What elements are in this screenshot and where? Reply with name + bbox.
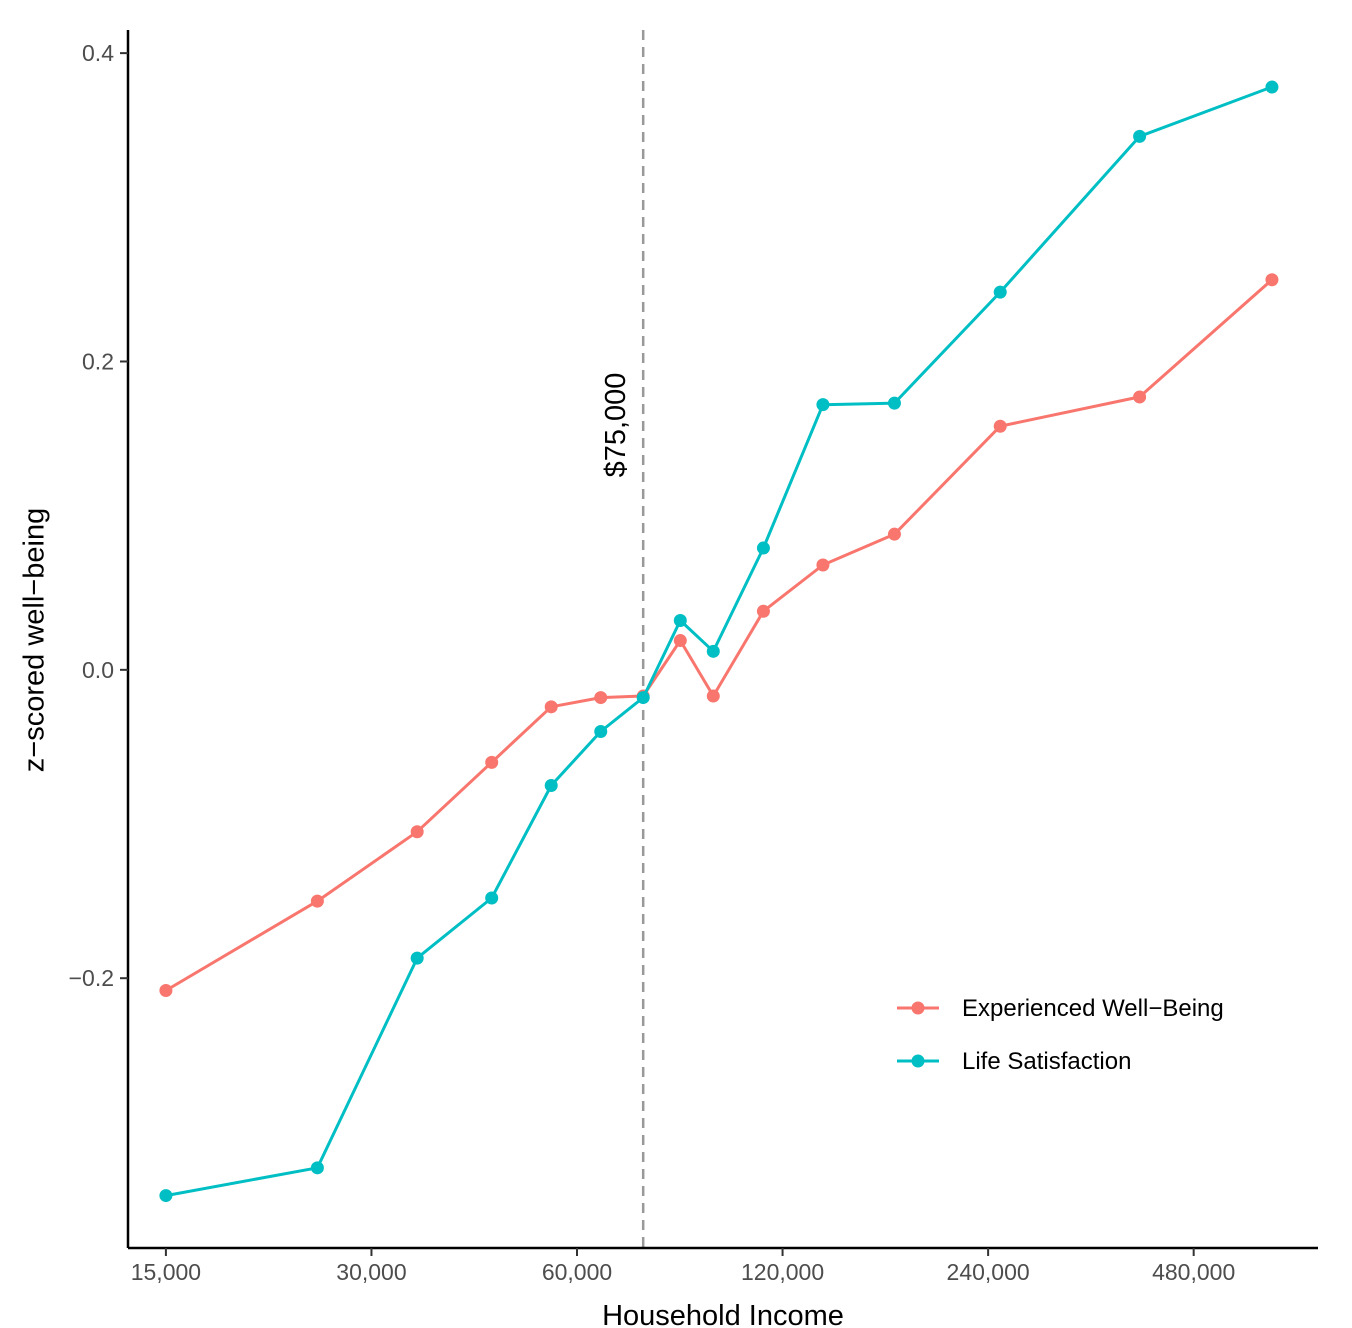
data-point-experienced-well-being bbox=[159, 984, 173, 998]
y-tick-label: 0.4 bbox=[82, 40, 114, 66]
legend: Experienced Well−Being Life Satisfaction bbox=[897, 995, 1224, 1075]
legend-label: Life Satisfaction bbox=[962, 1048, 1131, 1075]
data-point-life-satisfaction bbox=[410, 951, 424, 965]
y-tick-label: −0.2 bbox=[69, 965, 114, 991]
series-life-satisfaction bbox=[159, 80, 1279, 1203]
data-point-experienced-well-being bbox=[673, 634, 687, 648]
x-tick-label: 15,000 bbox=[131, 1259, 201, 1285]
data-point-life-satisfaction bbox=[594, 725, 608, 739]
data-point-experienced-well-being bbox=[594, 691, 608, 705]
reference-line-label: $75,000 bbox=[600, 373, 632, 478]
data-point-experienced-well-being bbox=[544, 700, 558, 714]
y-tick-label: 0.0 bbox=[82, 657, 114, 683]
data-point-life-satisfaction bbox=[1265, 80, 1279, 94]
data-point-life-satisfaction bbox=[310, 1161, 324, 1175]
legend-item-experienced-well-being: Experienced Well−Being bbox=[897, 995, 1224, 1022]
data-point-life-satisfaction bbox=[673, 613, 687, 627]
data-point-experienced-well-being bbox=[887, 527, 901, 541]
data-point-experienced-well-being bbox=[756, 604, 770, 618]
y-tick-label: 0.2 bbox=[82, 348, 114, 374]
data-point-life-satisfaction bbox=[816, 398, 830, 412]
data-point-experienced-well-being bbox=[1265, 273, 1279, 287]
data-point-life-satisfaction bbox=[1133, 129, 1147, 143]
data-point-experienced-well-being bbox=[816, 558, 830, 572]
x-tick-label: 60,000 bbox=[542, 1259, 612, 1285]
legend-label: Experienced Well−Being bbox=[962, 995, 1224, 1022]
x-tick-label: 120,000 bbox=[741, 1259, 824, 1285]
legend-key-point bbox=[911, 1054, 925, 1068]
data-point-life-satisfaction bbox=[706, 644, 720, 658]
x-tick-label: 480,000 bbox=[1152, 1259, 1235, 1285]
data-point-experienced-well-being bbox=[310, 894, 324, 908]
data-point-life-satisfaction bbox=[485, 891, 499, 905]
y-axis-title: z−scored well−being bbox=[19, 508, 51, 772]
series-layer bbox=[159, 80, 1279, 1203]
data-point-life-satisfaction bbox=[756, 541, 770, 555]
legend-key-point bbox=[911, 1001, 925, 1015]
data-point-experienced-well-being bbox=[993, 419, 1007, 433]
data-point-life-satisfaction bbox=[159, 1189, 173, 1203]
axes-layer: 15,000 30,000 60,000 120,000 240,000 480,000 −… bbox=[69, 30, 1318, 1285]
data-point-experienced-well-being bbox=[1133, 390, 1147, 404]
x-tick-label: 30,000 bbox=[336, 1259, 406, 1285]
data-point-life-satisfaction bbox=[887, 396, 901, 410]
data-point-experienced-well-being bbox=[485, 755, 499, 769]
data-point-life-satisfaction bbox=[636, 691, 650, 705]
data-point-life-satisfaction bbox=[993, 285, 1007, 299]
x-tick-label: 240,000 bbox=[947, 1259, 1030, 1285]
x-axis-title: Household Income bbox=[602, 1300, 844, 1328]
legend-item-life-satisfaction: Life Satisfaction bbox=[897, 1048, 1131, 1075]
data-point-experienced-well-being bbox=[706, 689, 720, 703]
data-point-experienced-well-being bbox=[410, 825, 424, 839]
data-point-life-satisfaction bbox=[544, 778, 558, 792]
